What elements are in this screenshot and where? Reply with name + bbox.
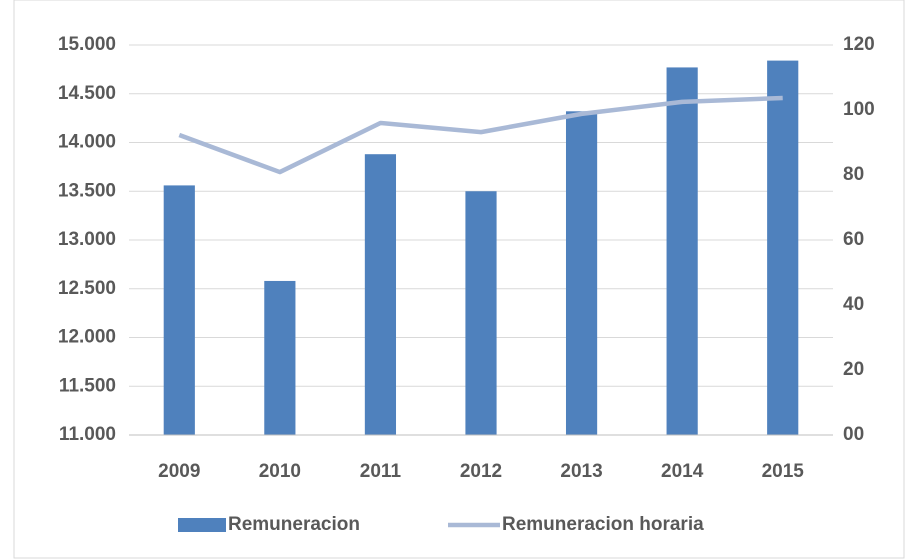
x-tick-label: 2011 xyxy=(360,461,402,482)
x-tick-label: 2012 xyxy=(460,461,502,482)
y-tick-label: 11.000 xyxy=(59,424,116,445)
y-tick-label: 14.500 xyxy=(58,83,116,104)
bar xyxy=(364,154,397,435)
y-tick-label: 11.500 xyxy=(59,375,116,396)
legend-swatch xyxy=(178,518,226,532)
chart-frame xyxy=(13,0,905,559)
legend-label: Remuneracion horaria xyxy=(502,514,704,535)
y2-tick-label: 20 xyxy=(843,359,864,380)
bar xyxy=(666,67,698,436)
bar xyxy=(767,60,799,435)
y-tick-label: 15.000 xyxy=(58,34,116,55)
x-tick-label: 2010 xyxy=(259,461,301,482)
legend-label: Remuneracion xyxy=(228,514,360,535)
x-tick-label: 2014 xyxy=(661,461,704,482)
y2-tick-label: 120 xyxy=(843,34,875,55)
bar xyxy=(264,280,296,435)
x-tick-label: 2013 xyxy=(560,461,602,482)
y-tick-label: 13.000 xyxy=(58,229,116,250)
y2-tick-label: 80 xyxy=(843,164,864,185)
y-tick-label: 12.500 xyxy=(58,278,116,299)
y2-tick-label: 40 xyxy=(843,294,864,315)
bar xyxy=(465,191,497,435)
y-tick-label: 12.000 xyxy=(58,327,116,348)
bar xyxy=(565,111,598,436)
y-tick-label: 14.000 xyxy=(58,132,116,153)
y2-tick-label: 100 xyxy=(843,99,875,120)
y-tick-label: 13.500 xyxy=(58,180,116,201)
line xyxy=(178,95,783,175)
y2-tick-label: 00 xyxy=(843,424,864,445)
x-tick-label: 2015 xyxy=(762,461,805,482)
x-tick-label: 2009 xyxy=(158,461,200,482)
bar xyxy=(163,185,195,435)
y2-tick-label: 60 xyxy=(843,229,864,250)
